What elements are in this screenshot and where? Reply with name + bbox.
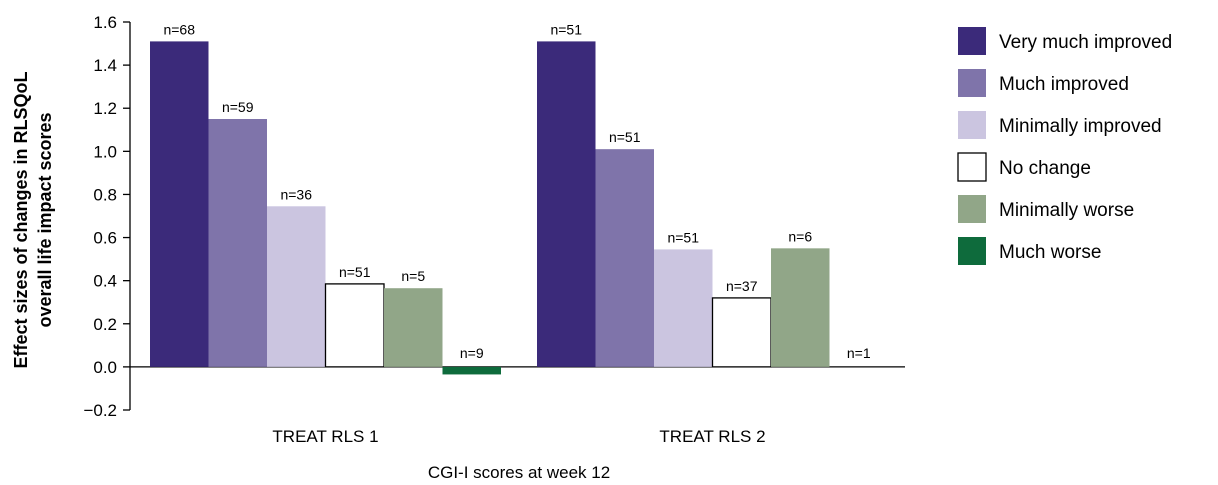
- y-tick-label: 1.2: [93, 99, 117, 118]
- bar-n-label: n=68: [163, 21, 195, 37]
- bar-n-label: n=9: [460, 345, 484, 361]
- y-axis-title-line-1: Effect sizes of changes in RLSQoL: [11, 71, 31, 368]
- x-category-label: TREAT RLS 1: [272, 427, 378, 446]
- bar-n-label: n=37: [726, 278, 758, 294]
- bar-n-label: n=59: [222, 99, 254, 115]
- bar-n-label: n=6: [788, 228, 812, 244]
- y-tick-label: 1.4: [93, 56, 117, 75]
- bar-n-label: n=5: [401, 268, 425, 284]
- legend-label: Minimally worse: [999, 200, 1134, 221]
- legend-label: Much worse: [999, 242, 1101, 263]
- bar-treat-rls-2-minimally-worse: [771, 248, 830, 367]
- bar-labels: n=68 n=51 n=59 n=51 n=36 n=51 n=51 n=37 n=5 n=6 n=…: [163, 21, 870, 360]
- bar-treat-rls-2-much-improved: [595, 149, 654, 367]
- legend-swatch: [958, 237, 986, 265]
- legend-swatch: [958, 69, 986, 97]
- legend-label: No change: [999, 158, 1091, 179]
- bars: [150, 41, 830, 375]
- bar-treat-rls-1-very-much-improved: [150, 41, 209, 367]
- y-tick-label: 0.0: [93, 358, 117, 377]
- y-axis-title-line-2: overall life impact scores: [35, 112, 55, 327]
- bar-n-label: n=36: [280, 186, 312, 202]
- legend-label: Minimally improved: [999, 116, 1162, 137]
- bar-n-label: n=1: [847, 345, 871, 361]
- bar-n-label: n=51: [339, 264, 371, 280]
- bar-treat-rls-2-no-change: [711, 297, 772, 368]
- y-tick-label: 1.0: [93, 142, 117, 161]
- y-tick-label: 0.4: [93, 272, 117, 291]
- y-tick-label: 0.2: [93, 315, 117, 334]
- bar-n-label: n=51: [609, 129, 641, 145]
- y-tick-label: −0.2: [83, 401, 117, 420]
- legend-label: Much improved: [999, 74, 1129, 95]
- bar-treat-rls-1-much-worse: [442, 366, 501, 375]
- axes: 1.6 1.4 1.2 1.0 0.8 0.6 0.4 0.2 0.0 −0.2 TREAT RLS…: [83, 13, 905, 446]
- bar-treat-rls-1-minimally-worse: [384, 288, 443, 367]
- bar-treat-rls-1-much-improved: [208, 119, 267, 367]
- y-axis-title: Effect sizes of changes in RLSQoL overal…: [11, 71, 55, 368]
- legend: Very much improved Much improved Minimally…: [957, 27, 1172, 265]
- bar-treat-rls-2-very-much-improved: [537, 41, 596, 367]
- legend-swatch: [957, 152, 987, 182]
- bar-treat-rls-1-minimally-improved: [267, 206, 326, 367]
- bar-treat-rls-1-no-change: [324, 283, 385, 368]
- x-axis-title: CGI-I scores at week 12: [428, 463, 610, 482]
- y-tick-label: 1.6: [93, 13, 117, 32]
- bar-treat-rls-2-minimally-improved: [654, 249, 713, 367]
- legend-swatch: [958, 111, 986, 139]
- legend-swatch: [958, 195, 986, 223]
- x-category-label: TREAT RLS 2: [659, 427, 765, 446]
- bar-n-label: n=51: [667, 229, 699, 245]
- y-tick-label: 0.6: [93, 229, 117, 248]
- y-tick-label: 0.8: [93, 185, 117, 204]
- bar-n-label: n=51: [550, 21, 582, 37]
- legend-swatch: [958, 27, 986, 55]
- legend-label: Very much improved: [999, 32, 1172, 53]
